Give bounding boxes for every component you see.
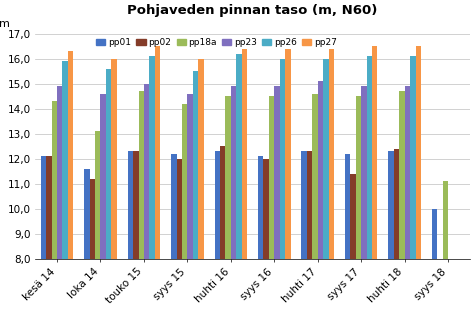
Bar xyxy=(399,91,405,259)
Bar xyxy=(106,69,111,259)
Bar xyxy=(356,96,361,259)
Bar xyxy=(95,131,100,259)
Bar xyxy=(220,146,226,259)
Bar xyxy=(323,59,328,259)
Bar xyxy=(366,56,372,259)
Legend: pp01, pp02, pp18a, pp23, pp26, pp27: pp01, pp02, pp18a, pp23, pp26, pp27 xyxy=(96,38,337,47)
Bar xyxy=(171,154,176,259)
Y-axis label: m: m xyxy=(0,19,10,29)
Bar xyxy=(231,86,236,259)
Bar xyxy=(193,71,198,259)
Bar xyxy=(301,151,307,259)
Bar xyxy=(57,86,63,259)
Bar xyxy=(138,91,144,259)
Bar xyxy=(182,104,187,259)
Bar xyxy=(100,94,106,259)
Bar xyxy=(350,174,356,259)
Bar xyxy=(443,181,448,259)
Title: Pohjaveden pinnan taso (m, N60): Pohjaveden pinnan taso (m, N60) xyxy=(128,4,378,17)
Bar xyxy=(274,86,280,259)
Bar xyxy=(144,84,149,259)
Bar xyxy=(52,101,57,259)
Bar xyxy=(388,151,394,259)
Bar xyxy=(128,151,133,259)
Bar xyxy=(84,169,90,259)
Bar xyxy=(176,159,182,259)
Bar xyxy=(133,151,138,259)
Bar xyxy=(236,54,242,259)
Bar xyxy=(432,209,437,259)
Bar xyxy=(345,154,350,259)
Bar xyxy=(215,151,220,259)
Bar xyxy=(264,159,269,259)
Bar xyxy=(187,94,193,259)
Bar xyxy=(46,156,52,259)
Bar xyxy=(307,151,312,259)
Bar xyxy=(198,59,204,259)
Bar xyxy=(41,156,46,259)
Bar xyxy=(90,179,95,259)
Bar xyxy=(394,149,399,259)
Bar xyxy=(155,46,160,259)
Bar xyxy=(416,46,421,259)
Bar xyxy=(410,56,416,259)
Bar xyxy=(242,49,247,259)
Bar xyxy=(328,49,334,259)
Bar xyxy=(111,59,117,259)
Bar xyxy=(63,61,68,259)
Bar xyxy=(318,81,323,259)
Bar xyxy=(372,46,377,259)
Bar xyxy=(312,94,318,259)
Bar xyxy=(285,49,291,259)
Bar xyxy=(269,96,274,259)
Bar xyxy=(280,59,285,259)
Bar xyxy=(405,86,410,259)
Bar xyxy=(149,56,155,259)
Bar xyxy=(361,86,366,259)
Bar xyxy=(258,156,264,259)
Bar xyxy=(68,51,73,259)
Bar xyxy=(226,96,231,259)
